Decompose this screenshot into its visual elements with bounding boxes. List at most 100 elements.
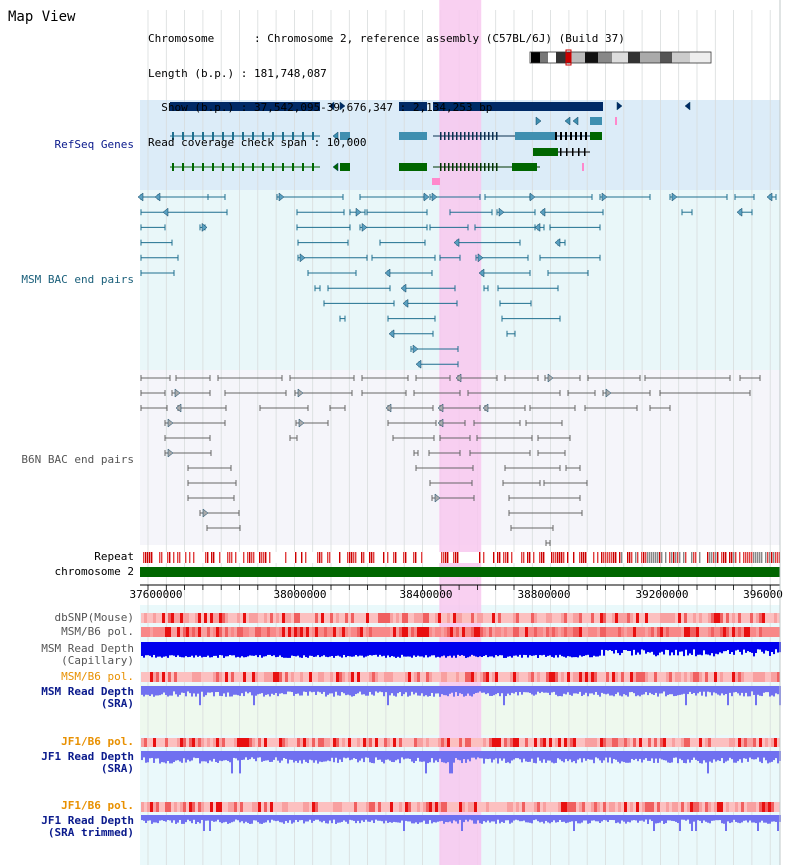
depth-bar xyxy=(747,751,749,762)
heat-cell xyxy=(564,672,567,682)
depth-bar xyxy=(407,686,409,697)
depth-bar xyxy=(509,686,511,696)
heat-cell xyxy=(303,672,306,682)
track-label-msm-bac[interactable]: MSM BAC end pairs xyxy=(21,273,134,286)
depth-bar xyxy=(255,751,257,762)
depth-bar xyxy=(449,815,451,822)
depth-bar xyxy=(201,686,203,692)
depth-bar xyxy=(187,642,189,658)
depth-bar xyxy=(149,642,151,656)
repeat-mark xyxy=(655,552,657,563)
depth-bar xyxy=(525,686,527,693)
track-label-jf1-depth-trimmed[interactable]: JF1 Read Depth (SRA trimmed) xyxy=(41,814,134,839)
heat-cell xyxy=(330,738,333,747)
heat-cell xyxy=(618,738,621,747)
gene-exon xyxy=(496,132,498,140)
repeat-mark xyxy=(207,552,209,563)
depth-bar xyxy=(365,815,367,820)
heat-cell xyxy=(549,738,552,747)
depth-bar xyxy=(445,815,447,822)
heat-cell xyxy=(414,802,417,812)
heat-cell xyxy=(747,672,750,682)
repeat-mark xyxy=(259,552,261,563)
gene-exon xyxy=(448,163,450,171)
depth-bar xyxy=(345,815,347,822)
depth-bar xyxy=(481,815,483,824)
heat-cell xyxy=(486,802,489,812)
track-label-msm-depth-capillary[interactable]: MSM Read Depth (Capillary) xyxy=(41,642,134,667)
track-label-repeat[interactable]: Repeat xyxy=(94,550,134,563)
depth-bar xyxy=(589,686,591,694)
heat-cell xyxy=(156,738,159,747)
heat-cell xyxy=(279,672,282,682)
ideogram-band xyxy=(566,52,571,63)
depth-bar xyxy=(489,642,491,657)
heat-cell xyxy=(333,738,336,747)
depth-bar xyxy=(227,815,229,824)
depth-bar xyxy=(265,815,267,823)
heat-cell xyxy=(720,627,723,637)
track-label-dbsnp[interactable]: dbSNP(Mouse) xyxy=(54,611,134,624)
depth-bar xyxy=(361,642,363,656)
depth-bar xyxy=(355,642,357,656)
depth-bar xyxy=(605,686,607,695)
depth-bar xyxy=(523,642,525,655)
track-label-jf1-b6-pol-2[interactable]: JF1/B6 pol. xyxy=(61,799,134,812)
depth-bar xyxy=(515,642,517,656)
heat-cell xyxy=(210,738,213,747)
heat-cell xyxy=(366,672,369,682)
heat-cell xyxy=(477,613,480,623)
heat-cell xyxy=(561,802,564,812)
depth-bar xyxy=(529,751,531,762)
depth-bar xyxy=(151,686,153,695)
depth-bar xyxy=(627,686,629,697)
depth-bar xyxy=(259,751,261,758)
depth-bar xyxy=(293,751,295,763)
heat-cell xyxy=(234,802,237,812)
track-label-jf1-b6-pol[interactable]: JF1/B6 pol. xyxy=(61,735,134,748)
depth-bar xyxy=(207,642,209,656)
heat-cell xyxy=(273,738,276,747)
track-label-b6n-bac[interactable]: B6N BAC end pairs xyxy=(21,453,134,466)
heat-cell xyxy=(717,738,720,747)
track-label-jf1-depth-sra[interactable]: JF1 Read Depth (SRA) xyxy=(41,750,134,775)
repeat-mark xyxy=(647,552,649,563)
heat-cell xyxy=(480,627,483,637)
depth-bar xyxy=(453,642,455,656)
heat-cell xyxy=(735,672,738,682)
heat-cell xyxy=(255,613,258,623)
depth-bar xyxy=(405,686,407,693)
depth-bar xyxy=(471,686,473,697)
repeat-mark xyxy=(661,552,663,563)
depth-bar xyxy=(261,751,263,762)
ideogram-band xyxy=(640,52,660,63)
heat-cell xyxy=(675,802,678,812)
depth-bar xyxy=(503,751,505,759)
track-label-refseq-genes[interactable]: RefSeq Genes xyxy=(54,138,134,151)
repeat-mark xyxy=(229,552,231,563)
heat-cell xyxy=(654,672,657,682)
track-label-msm-depth-sra[interactable]: MSM Read Depth (SRA) xyxy=(41,685,134,710)
heat-cell xyxy=(189,738,192,747)
heat-cell xyxy=(609,672,612,682)
depth-bar xyxy=(291,751,293,760)
depth-bar xyxy=(559,815,561,820)
depth-bar xyxy=(641,815,643,821)
track-label-chromosome[interactable]: chromosome 2 xyxy=(54,565,134,578)
track-label-msm-b6-pol[interactable]: MSM/B6 pol. xyxy=(61,625,134,638)
gene-exon xyxy=(472,163,474,171)
depth-bar xyxy=(433,642,435,656)
track-label-msm-b6-pol-2[interactable]: MSM/B6 pol. xyxy=(61,670,134,683)
heat-cell xyxy=(363,613,366,623)
heat-cell xyxy=(525,802,528,812)
depth-bar xyxy=(543,815,545,824)
heat-cell xyxy=(558,672,561,682)
heat-cell xyxy=(744,613,747,623)
heat-cell xyxy=(348,672,351,682)
depth-bar xyxy=(335,815,337,824)
depth-bar xyxy=(481,686,483,693)
heat-cell xyxy=(405,672,408,682)
depth-bar xyxy=(551,686,553,693)
heat-cell xyxy=(273,802,276,812)
